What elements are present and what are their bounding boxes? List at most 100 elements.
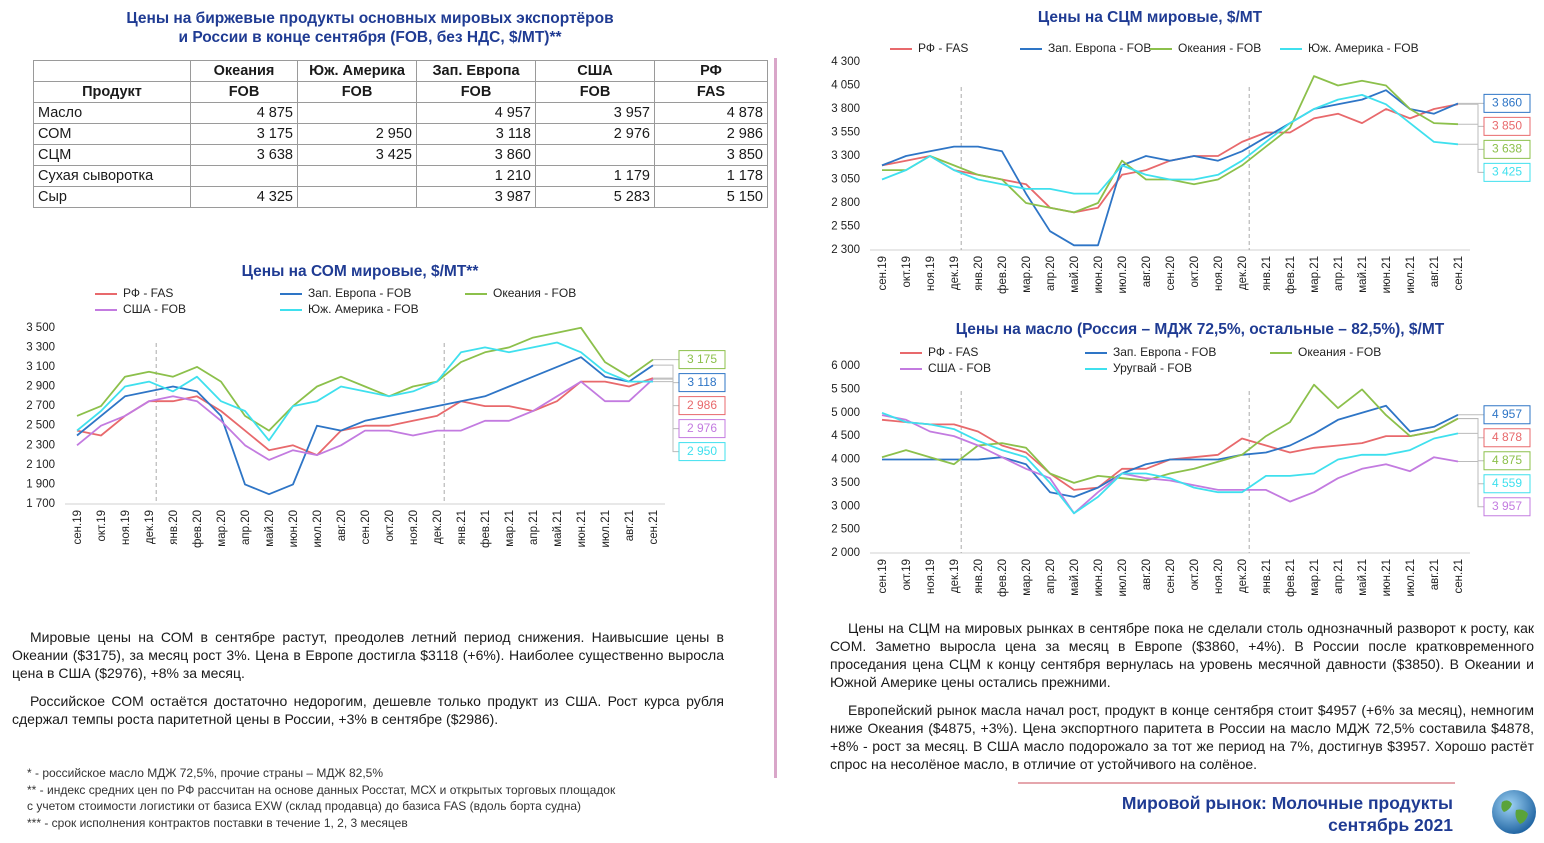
y-tick-label: 2 550: [831, 221, 860, 233]
table-row: Масло 4 875 4 957 3 957 4 878: [33, 102, 768, 124]
x-tick-label: дек.20: [432, 510, 444, 544]
price-cell: 1 210: [416, 165, 536, 187]
value-label-box: [1483, 93, 1531, 113]
price-cell: 2 986: [654, 123, 768, 145]
price-cell: [297, 165, 417, 187]
y-tick-label: 5 500: [831, 383, 860, 395]
value-label-box: [678, 396, 726, 416]
legend-label: РФ - FAS: [928, 345, 978, 359]
title-line: Цены на биржевые продукты основных миров…: [126, 10, 614, 27]
x-tick-label: дек.20: [1237, 559, 1249, 593]
x-tick-label: авг.21: [1429, 559, 1441, 590]
series-line: [881, 103, 1459, 214]
x-tick-label: май.20: [1069, 256, 1081, 293]
price-cell: 3 175: [190, 123, 298, 145]
value-label: 3 957: [1492, 499, 1522, 513]
chart-title: Цены на СЦМ мировые, $/MT: [1038, 9, 1263, 26]
x-tick-label: апр.20: [1045, 559, 1057, 594]
label-leader: [1458, 103, 1484, 127]
x-tick-label: сен.19: [72, 510, 84, 544]
price-cell: 4 878: [654, 102, 768, 124]
chart-som: Цены на СОМ мировые, $/MT** 1 700 1 900 2 1…: [26, 263, 726, 548]
value-label: 3 175: [687, 352, 717, 366]
product-cell: СОМ: [33, 123, 191, 145]
footnotes: * - российское масло МДЖ 72,5%, прочие с…: [27, 765, 747, 831]
value-label-box: [678, 442, 726, 462]
series-line: [881, 89, 1459, 247]
legend-label: РФ - FAS: [918, 41, 968, 55]
y-tick-label: 3 800: [831, 103, 860, 115]
x-tick-label: янв.21: [456, 510, 468, 545]
legend-label: РФ - FAS: [123, 286, 173, 300]
x-tick-label: ноя.20: [1213, 559, 1225, 594]
header-row: Продукт FOB FOB FOB FOB FAS: [33, 81, 768, 103]
price-cell: 4 325: [190, 186, 298, 208]
series-line: [881, 414, 1459, 515]
value-label-box: [1483, 116, 1531, 136]
x-tick-label: окт.20: [384, 510, 396, 542]
value-label: 4 559: [1492, 476, 1522, 490]
y-tick-label: 2 000: [831, 547, 860, 559]
price-cell: 3 957: [535, 102, 655, 124]
header-cell: [33, 60, 191, 82]
x-tick-label: июн.21: [1381, 559, 1393, 596]
header-cell: FAS: [654, 81, 768, 103]
value-label: 3 850: [1492, 119, 1522, 133]
x-tick-label: апр.20: [240, 510, 252, 545]
x-tick-label: дек.19: [949, 559, 961, 593]
footnote: *** - срок исполнения контрактов поставк…: [27, 815, 408, 830]
x-tick-label: авг.21: [1429, 256, 1441, 287]
x-tick-label: авг.20: [336, 510, 348, 541]
paragraph: Европейский рынок масла начал рост, прод…: [830, 702, 1534, 772]
x-tick-label: окт.19: [96, 510, 108, 542]
series-line: [76, 356, 654, 496]
series-line: [881, 411, 1459, 515]
chart-butter: Цены на масло (Россия – МДЖ 72,5%, остал…: [831, 321, 1531, 597]
x-tick-label: май.20: [1069, 559, 1081, 596]
value-label: 3 638: [1492, 142, 1522, 156]
header-cell: FOB: [416, 81, 536, 103]
price-cell: 4 875: [190, 102, 298, 124]
x-tick-label: апр.21: [1333, 256, 1345, 291]
x-tick-label: окт.19: [901, 256, 913, 288]
x-tick-label: дек.19: [144, 510, 156, 544]
x-tick-label: июл.21: [1405, 559, 1417, 597]
x-tick-label: мар.20: [1021, 256, 1033, 293]
label-leader: [1458, 143, 1484, 173]
legend-label: Океания - FOB: [1298, 345, 1381, 359]
header-cell: Продукт: [33, 81, 191, 103]
footer-line: Мировой рынок: Молочные продукты: [1121, 793, 1453, 813]
globe-icon: [1492, 790, 1536, 834]
x-tick-label: сен.20: [1165, 559, 1177, 593]
y-tick-label: 3 500: [26, 322, 55, 334]
label-leader: [653, 378, 679, 430]
x-tick-label: апр.21: [1333, 559, 1345, 594]
value-label-box: [1483, 139, 1531, 159]
paragraph: Цены на СЦМ на мировых рынках в сентябре…: [830, 620, 1534, 690]
header-row: Океания Юж. Америка Зап. Европа США РФ: [33, 60, 768, 82]
x-tick-label: мар.21: [1309, 559, 1321, 596]
x-tick-label: июн.20: [1093, 256, 1105, 293]
label-leader: [1458, 123, 1484, 150]
chart-title: Цены на масло (Россия – МДЖ 72,5%, остал…: [956, 321, 1445, 338]
legend-label: Уругвай - FOB: [1113, 361, 1192, 375]
y-tick-label: 2 700: [26, 400, 55, 412]
chart-scm: Цены на СЦМ мировые, $/MT 2 300 2 550 2 800…: [831, 9, 1531, 294]
x-tick-label: июл.20: [1117, 256, 1129, 294]
x-tick-label: янв.21: [1261, 256, 1273, 291]
header-cell: FOB: [535, 81, 655, 103]
value-label-box: [678, 419, 726, 439]
x-tick-label: фев.20: [997, 559, 1009, 597]
label-leader: [1458, 432, 1484, 485]
x-tick-label: сен.21: [648, 510, 660, 544]
x-tick-label: ноя.19: [925, 256, 937, 291]
x-tick-label: май.21: [1357, 256, 1369, 293]
value-label: 3 860: [1492, 96, 1522, 110]
y-tick-label: 3 550: [831, 127, 860, 139]
x-tick-label: окт.19: [901, 559, 913, 591]
footnote: * - российское масло МДЖ 72,5%, прочие с…: [27, 766, 383, 780]
y-tick-label: 3 000: [831, 500, 860, 512]
x-tick-label: янв.20: [973, 256, 985, 291]
header-cell: FOB: [190, 81, 298, 103]
